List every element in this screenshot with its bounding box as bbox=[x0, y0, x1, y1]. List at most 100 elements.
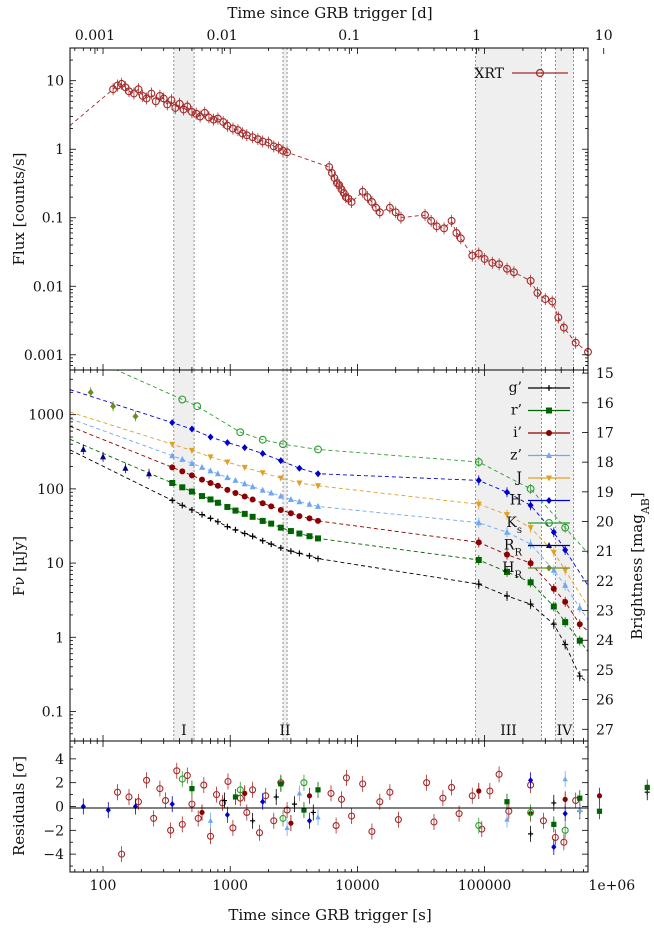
residual-point bbox=[423, 779, 431, 787]
magnitude-axis-label-sub: AB bbox=[639, 498, 652, 515]
residual-point bbox=[596, 808, 603, 814]
xrt-point bbox=[358, 187, 367, 196]
xrt-legend: XRT bbox=[474, 66, 568, 82]
xrt-point bbox=[335, 181, 344, 190]
point-Ks bbox=[193, 402, 202, 411]
point-i bbox=[224, 486, 231, 493]
xrt-point bbox=[559, 323, 568, 332]
point-J bbox=[550, 549, 557, 556]
legend-marker bbox=[546, 430, 552, 436]
xrt-point bbox=[541, 295, 550, 304]
point-z bbox=[169, 452, 176, 459]
xrt-point bbox=[258, 137, 267, 146]
point-g bbox=[287, 548, 294, 555]
point-H bbox=[475, 476, 482, 484]
magnitude-axis-label: Brightness [magAB] bbox=[628, 492, 652, 640]
residual-point bbox=[291, 801, 298, 807]
point-i bbox=[214, 482, 221, 489]
xrt-point bbox=[432, 222, 441, 231]
point-RR bbox=[80, 445, 87, 452]
y-tick-label: 0.01 bbox=[33, 279, 64, 295]
point-i bbox=[306, 515, 313, 522]
legend-marker bbox=[546, 497, 552, 504]
residual-point bbox=[301, 807, 307, 813]
point-J bbox=[224, 459, 231, 466]
residual-point bbox=[212, 791, 221, 799]
legend-label: H bbox=[510, 493, 522, 509]
point-r bbox=[188, 488, 195, 495]
point-H bbox=[188, 425, 195, 433]
mag-tick-label: 25 bbox=[596, 663, 614, 679]
point-z bbox=[179, 455, 186, 462]
residual-point bbox=[236, 786, 244, 794]
top-x-tick-label: 0.001 bbox=[75, 28, 115, 44]
shaded-region-1 bbox=[173, 48, 195, 370]
residual-point bbox=[504, 816, 510, 822]
point-z bbox=[232, 476, 239, 483]
point-i bbox=[562, 598, 569, 605]
residual-point bbox=[249, 786, 257, 794]
residual-point bbox=[551, 833, 559, 842]
point-r bbox=[287, 528, 294, 535]
mag-tick-label: 21 bbox=[596, 544, 614, 560]
xrt-point bbox=[571, 338, 580, 347]
point-J bbox=[207, 454, 214, 461]
y-tick-label: 1 bbox=[55, 630, 64, 646]
residual-point bbox=[80, 803, 86, 810]
xrt-point bbox=[171, 104, 180, 112]
residual-point bbox=[200, 781, 208, 789]
x-tick-label: 1000 bbox=[212, 878, 248, 894]
xrt-point bbox=[163, 100, 172, 109]
xrt-point bbox=[397, 213, 405, 222]
point-g bbox=[550, 621, 557, 628]
residual-point bbox=[561, 826, 569, 834]
residual-point bbox=[455, 810, 463, 818]
point-z bbox=[277, 492, 284, 499]
legend-marker bbox=[546, 407, 552, 414]
top-axis-title: Time since GRB trigger [d] bbox=[227, 4, 432, 22]
point-r bbox=[207, 496, 214, 503]
residual-point bbox=[310, 809, 316, 816]
residual-point bbox=[577, 795, 583, 801]
point-r bbox=[315, 535, 322, 542]
residual-point bbox=[332, 822, 340, 830]
point-i bbox=[232, 489, 239, 496]
mag-tick-label: 18 bbox=[596, 455, 614, 471]
point-g bbox=[277, 544, 284, 551]
point-z bbox=[475, 519, 482, 526]
residual-point bbox=[539, 817, 547, 825]
xrt-point bbox=[269, 142, 278, 151]
residual-point bbox=[577, 806, 583, 813]
xrt-point bbox=[183, 102, 192, 111]
residual-point bbox=[229, 824, 237, 832]
point-H bbox=[315, 470, 322, 478]
residual-point bbox=[243, 808, 251, 817]
point-J bbox=[504, 512, 511, 519]
legend-label: J bbox=[514, 470, 522, 486]
y-tick-label: −2 bbox=[43, 823, 64, 839]
point-RR bbox=[146, 470, 153, 477]
point-RR bbox=[122, 464, 129, 471]
legend-label: g’ bbox=[509, 380, 522, 396]
top-x-tick-label: 1 bbox=[472, 28, 481, 44]
top-x-tick-label: 0.01 bbox=[207, 28, 238, 44]
point-i bbox=[268, 503, 275, 510]
mag-tick-label: 27 bbox=[596, 722, 614, 738]
point-J bbox=[315, 483, 322, 490]
residual-point bbox=[167, 826, 175, 834]
residual-point bbox=[273, 794, 279, 800]
xrt-point bbox=[204, 113, 213, 122]
legend-label: Ks bbox=[506, 515, 522, 536]
legend-label-main: r’ bbox=[511, 403, 522, 419]
residual-point bbox=[306, 793, 313, 799]
xrt-point bbox=[363, 193, 372, 202]
mag-tick-label: 17 bbox=[596, 425, 614, 441]
residual-point bbox=[206, 832, 215, 840]
point-H bbox=[259, 449, 266, 457]
xrt-point bbox=[367, 198, 376, 206]
residual-point bbox=[288, 820, 294, 826]
xrt-point bbox=[554, 313, 563, 322]
region-label: III bbox=[500, 723, 517, 739]
residual-point bbox=[644, 784, 650, 791]
